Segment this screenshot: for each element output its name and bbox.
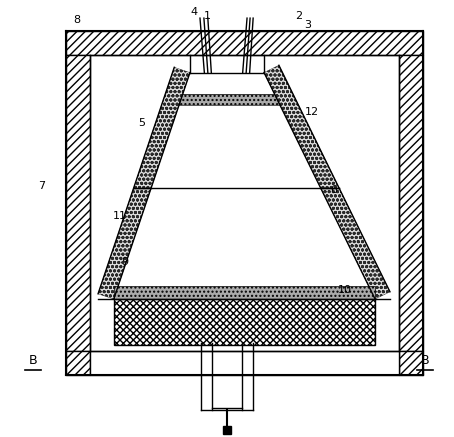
Polygon shape [399,55,423,351]
Polygon shape [98,67,190,299]
Polygon shape [66,351,90,375]
Text: 1: 1 [204,11,211,21]
Text: 3: 3 [304,20,311,30]
Polygon shape [399,351,423,375]
Polygon shape [179,94,280,105]
Polygon shape [90,351,399,375]
Text: 4: 4 [191,7,198,17]
Polygon shape [264,65,390,299]
Polygon shape [66,31,423,55]
Text: 10: 10 [338,285,351,295]
Text: 12: 12 [305,107,319,117]
Text: B: B [421,354,429,367]
Polygon shape [114,286,375,299]
Text: 9: 9 [121,257,128,267]
Text: 5: 5 [138,118,146,128]
Text: 8: 8 [73,15,80,25]
Bar [223,426,231,434]
Text: 6: 6 [330,185,337,195]
Polygon shape [66,55,90,351]
Polygon shape [114,297,375,345]
Text: 2: 2 [295,11,302,21]
Text: B: B [29,354,38,367]
Text: 7: 7 [38,181,45,191]
Text: 11: 11 [114,212,127,221]
